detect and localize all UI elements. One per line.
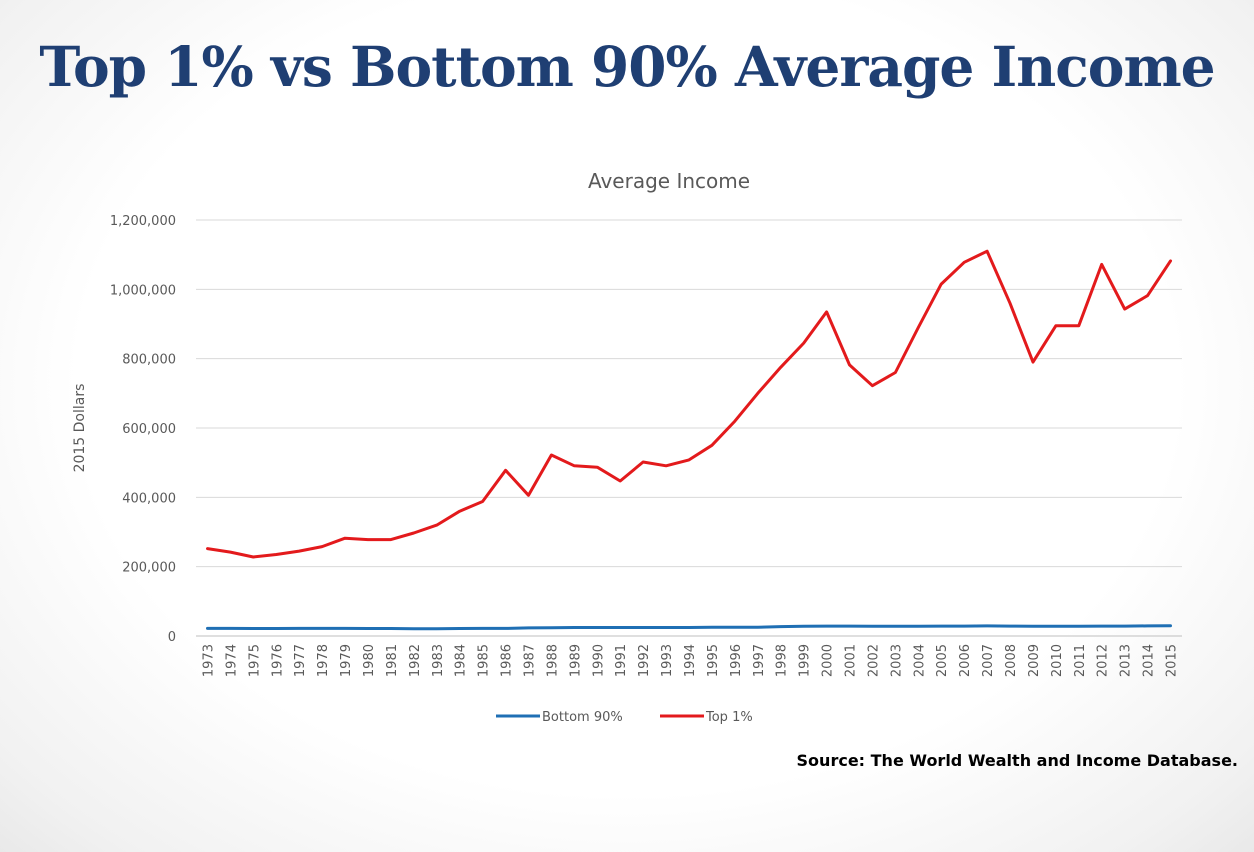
x-tick-label: 1986 [500,644,515,677]
legend-label-top-1: Top 1% [705,710,753,725]
y-tick-label: 800,000 [122,353,176,368]
x-tick-label: 1994 [683,644,698,677]
y-tick-label: 1,000,000 [110,283,176,298]
x-tick-label: 2008 [1004,644,1019,677]
x-tick-label: 1975 [247,644,262,677]
y-tick-label: 200,000 [122,561,176,576]
x-tick-label: 2014 [1142,644,1157,677]
x-tick-label: 2013 [1119,644,1134,677]
x-tick-label: 1976 [270,644,285,677]
x-tick-label: 2009 [1027,644,1042,677]
x-tick-label: 1989 [568,644,583,677]
x-tick-label: 2005 [935,644,950,677]
x-tick-label: 1983 [431,644,446,677]
y-tick-label: 0 [168,630,176,645]
x-tick-label: 1997 [752,644,767,677]
x-tick-label: 1993 [660,644,675,677]
x-tick-label: 2006 [958,644,973,677]
x-tick-label: 1998 [775,644,790,677]
x-tick-label: 1996 [729,644,744,677]
x-tick-label: 2007 [981,644,996,677]
slide-title: Top 1% vs Bottom 90% Average Income [39,34,1215,99]
x-tick-label: 1981 [385,644,400,677]
series-line-top-1 [206,249,1172,559]
x-tick-label: 1992 [637,644,652,677]
x-tick-label: 2003 [889,644,904,677]
x-tick-label: 1982 [408,644,423,677]
x-tick-label: 1987 [522,644,537,677]
series-line-bottom-90 [206,624,1172,631]
x-tick-label: 1974 [224,644,239,677]
y-axis-label: 2015 Dollars [72,384,88,473]
x-tick-label: 1977 [293,644,308,677]
x-tick-label: 1991 [614,644,629,677]
x-tick-label: 2000 [821,644,836,677]
x-tick-label: 2012 [1096,644,1111,677]
x-tick-label: 1985 [477,644,492,677]
x-tick-label: 2002 [866,644,881,677]
x-tick-label: 1973 [201,644,216,677]
x-tick-label: 2010 [1050,644,1065,677]
x-tick-label: 1980 [362,644,377,677]
legend-label-bottom-90: Bottom 90% [542,710,623,725]
x-tick-label: 1995 [706,644,721,677]
y-tick-label: 1,200,000 [110,214,176,229]
x-tick-label: 1978 [316,644,331,677]
y-tick-label: 400,000 [122,491,176,506]
x-tick-label: 1979 [339,644,354,677]
x-tick-label: 2004 [912,644,927,677]
x-tick-label: 1984 [454,644,469,677]
chart-title: Average Income [588,169,750,193]
x-tick-label: 1999 [798,644,813,677]
y-tick-label: 600,000 [122,422,176,437]
x-tick-label: 2001 [844,644,859,677]
x-tick-label: 2011 [1073,644,1088,677]
x-tick-label: 1990 [591,644,606,677]
source-note: Source: The World Wealth and Income Data… [796,751,1238,770]
x-tick-label: 2015 [1165,644,1180,677]
x-tick-label: 1988 [545,644,560,677]
